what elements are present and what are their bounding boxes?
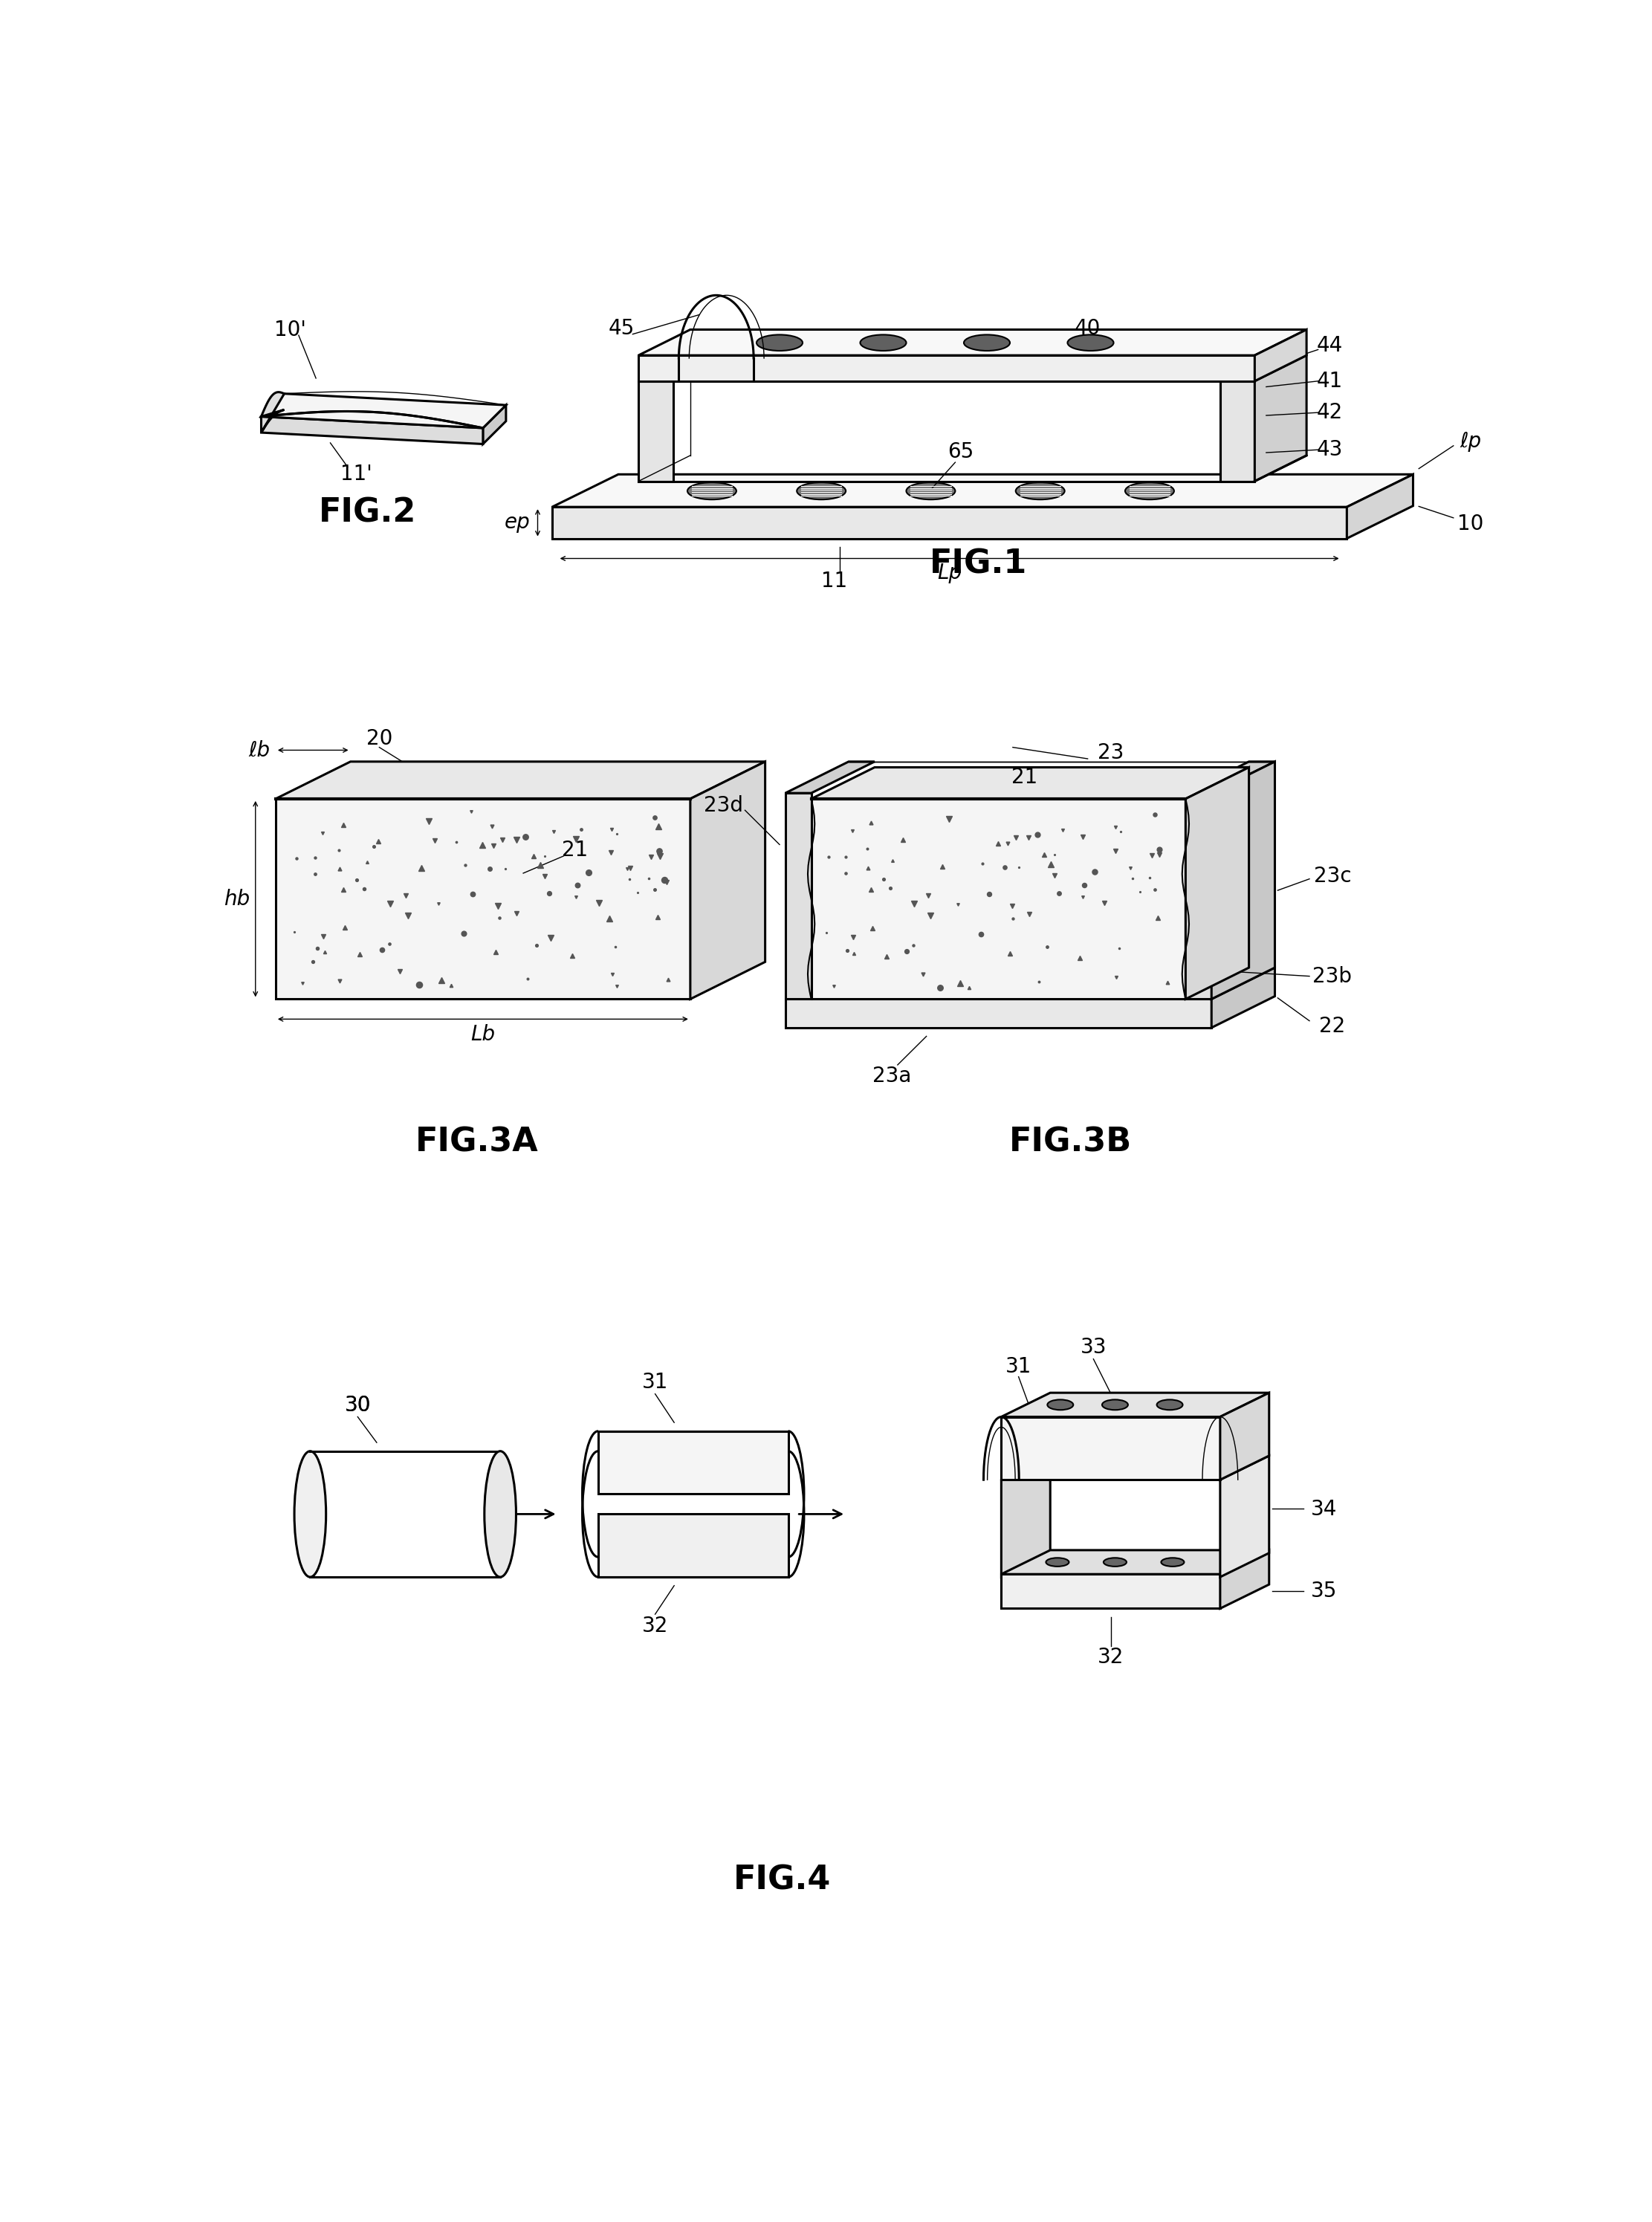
Text: 20: 20 — [367, 729, 393, 749]
Text: 11: 11 — [821, 571, 847, 591]
Text: 40: 40 — [1074, 318, 1100, 338]
Text: 21: 21 — [1011, 767, 1037, 787]
Polygon shape — [785, 762, 874, 793]
Text: FIG.1: FIG.1 — [930, 549, 1028, 580]
Polygon shape — [1211, 762, 1275, 1000]
Ellipse shape — [1156, 1400, 1183, 1411]
Polygon shape — [638, 356, 1256, 382]
Polygon shape — [1221, 1551, 1269, 1609]
Polygon shape — [1346, 473, 1412, 538]
Ellipse shape — [1047, 1400, 1074, 1411]
Text: 32: 32 — [1097, 1647, 1123, 1666]
Text: 23b: 23b — [1313, 967, 1351, 987]
Text: 32: 32 — [643, 1615, 669, 1635]
Polygon shape — [1186, 793, 1211, 1000]
Polygon shape — [1221, 1393, 1269, 1480]
Text: Lb: Lb — [471, 1024, 496, 1044]
Text: 34: 34 — [1310, 1500, 1336, 1520]
Text: 41: 41 — [1317, 371, 1343, 391]
Ellipse shape — [687, 482, 737, 500]
Text: 10': 10' — [274, 320, 306, 340]
Text: ℓb: ℓb — [249, 740, 271, 760]
Ellipse shape — [1046, 1558, 1069, 1567]
Text: FIG.2: FIG.2 — [319, 498, 416, 529]
Text: 23: 23 — [1097, 742, 1123, 764]
Text: 21: 21 — [562, 840, 588, 860]
Text: FIG.3A: FIG.3A — [416, 1127, 539, 1158]
Polygon shape — [785, 1000, 1211, 1029]
Polygon shape — [552, 507, 1346, 538]
Polygon shape — [638, 382, 672, 482]
Text: FIG.3B: FIG.3B — [1009, 1127, 1132, 1158]
Polygon shape — [276, 762, 765, 798]
Text: 23d: 23d — [704, 795, 743, 815]
Text: 23c: 23c — [1313, 867, 1351, 887]
Ellipse shape — [1125, 482, 1175, 500]
Text: 22: 22 — [1320, 1015, 1345, 1038]
Polygon shape — [785, 793, 811, 1000]
Text: 42: 42 — [1317, 402, 1343, 422]
Ellipse shape — [1067, 336, 1113, 351]
Polygon shape — [1256, 356, 1307, 482]
Polygon shape — [276, 798, 691, 1000]
Polygon shape — [1001, 1418, 1221, 1480]
Polygon shape — [261, 393, 506, 429]
Polygon shape — [482, 404, 506, 444]
Polygon shape — [1001, 1551, 1269, 1573]
Polygon shape — [1221, 1455, 1269, 1578]
Ellipse shape — [484, 1451, 515, 1578]
Polygon shape — [1221, 382, 1256, 482]
Text: FIG.4: FIG.4 — [733, 1864, 831, 1895]
Polygon shape — [598, 1431, 788, 1493]
Text: ℓp: ℓp — [1460, 431, 1482, 451]
Polygon shape — [811, 798, 1186, 1000]
Polygon shape — [261, 391, 284, 433]
Ellipse shape — [963, 336, 1009, 351]
Polygon shape — [638, 329, 1307, 356]
Polygon shape — [598, 1513, 788, 1578]
Polygon shape — [1211, 967, 1275, 1029]
Polygon shape — [1001, 1573, 1221, 1609]
Text: 10: 10 — [1457, 513, 1483, 533]
Polygon shape — [811, 767, 1249, 798]
Ellipse shape — [796, 482, 846, 500]
Text: 35: 35 — [1310, 1580, 1336, 1602]
Ellipse shape — [1104, 1558, 1127, 1567]
Ellipse shape — [907, 482, 955, 500]
Polygon shape — [1186, 767, 1249, 1000]
Text: 43: 43 — [1317, 440, 1343, 460]
Ellipse shape — [861, 336, 907, 351]
Text: 33: 33 — [1080, 1338, 1107, 1358]
Text: 45: 45 — [608, 318, 634, 338]
Ellipse shape — [1102, 1400, 1128, 1411]
Polygon shape — [1001, 1455, 1051, 1578]
Ellipse shape — [1161, 1558, 1184, 1567]
Polygon shape — [1186, 762, 1275, 793]
Text: 30: 30 — [345, 1395, 370, 1415]
Polygon shape — [261, 416, 482, 444]
Text: Lp: Lp — [937, 562, 961, 582]
Ellipse shape — [294, 1451, 325, 1578]
Text: hb: hb — [223, 889, 249, 909]
Ellipse shape — [1016, 482, 1064, 500]
Text: 30: 30 — [345, 1395, 370, 1415]
Text: 65: 65 — [948, 442, 975, 462]
Text: 31: 31 — [1006, 1355, 1032, 1378]
Text: 31: 31 — [643, 1371, 669, 1393]
Polygon shape — [691, 762, 765, 1000]
Text: 44: 44 — [1317, 336, 1343, 356]
Polygon shape — [785, 967, 1275, 1000]
Polygon shape — [552, 473, 1412, 507]
Polygon shape — [1001, 1393, 1269, 1418]
Text: 11': 11' — [340, 464, 372, 484]
Text: 23a: 23a — [872, 1067, 912, 1087]
Ellipse shape — [757, 336, 803, 351]
Polygon shape — [1256, 329, 1307, 382]
Text: ep: ep — [504, 511, 530, 533]
